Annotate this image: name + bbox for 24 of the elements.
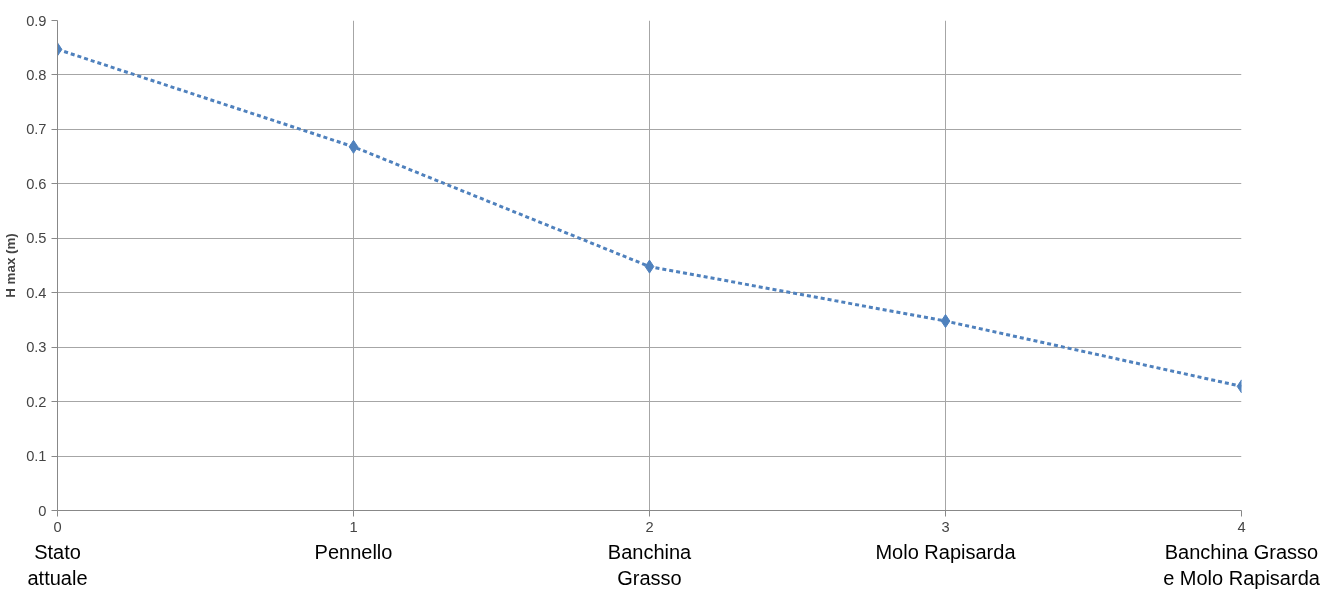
x-tick-label: 1 [349, 518, 358, 535]
text: Banchina Grasso [607, 540, 693, 589]
y-tick-label: 0.1 [26, 448, 47, 465]
x-tick-label: 0 [53, 518, 62, 535]
point [348, 139, 359, 154]
y-tick-label: 0.4 [26, 284, 47, 301]
y-tick-label: 0.7 [26, 121, 47, 138]
point [940, 314, 951, 329]
text: Pennello [314, 540, 393, 563]
x-tick-label: 4 [1237, 518, 1246, 535]
x-tick-label: 2 [645, 518, 654, 535]
text: Banchina Grasso e Molo Rapisarda [1163, 540, 1321, 589]
y-tick-label: 0.6 [26, 175, 47, 192]
y-tick-label: 0 [38, 502, 47, 519]
y-tick-label: 0.3 [26, 339, 47, 356]
y-axis-title: H max (m) [3, 233, 19, 298]
y-tick-label: 0.8 [26, 66, 47, 83]
x-tick-label: 3 [941, 518, 950, 535]
text: Molo Rapisarda [875, 540, 1017, 563]
y-tick-label: 0.5 [26, 230, 47, 247]
text: Stato attuale [27, 540, 88, 589]
y-tick-label: 0.9 [26, 12, 47, 29]
point [644, 259, 655, 274]
y-tick-label: 0.2 [26, 393, 47, 410]
